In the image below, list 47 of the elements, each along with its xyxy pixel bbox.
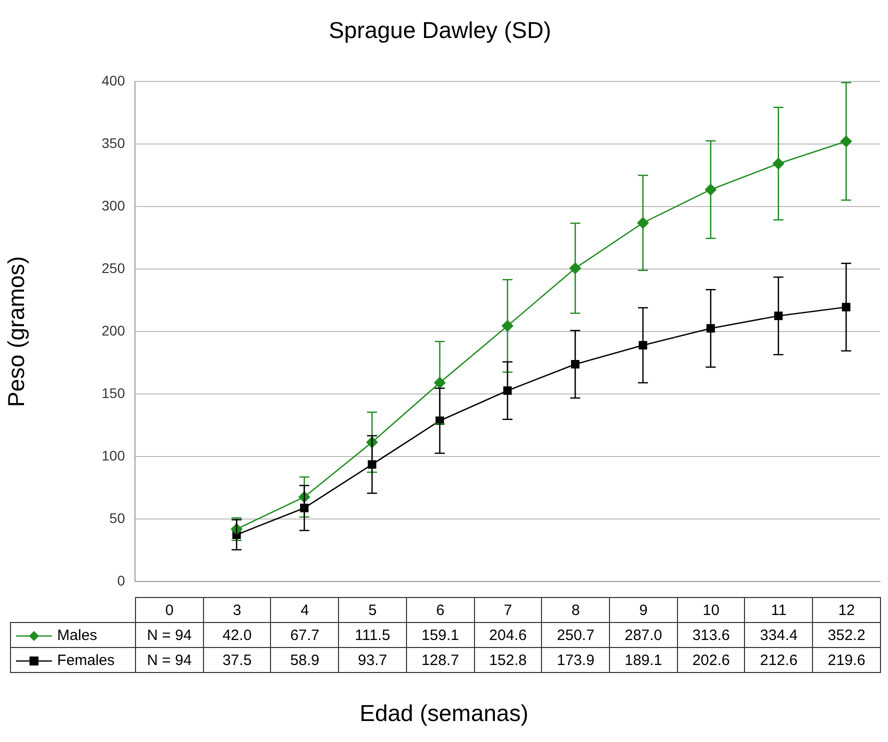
data-label: 159.1 [406, 622, 474, 648]
data-label: 287.0 [610, 622, 678, 648]
x-tick-label: 9 [610, 598, 678, 622]
y-axis-title: Peso (gramos) [3, 256, 30, 408]
x-axis-title: Edad (semanas) [358, 700, 530, 727]
data-label: 42.0 [203, 622, 271, 648]
x-tick-label: 8 [542, 598, 610, 622]
data-label: 152.8 [474, 648, 542, 672]
data-label: 250.7 [542, 622, 610, 648]
y-tick-label: 100 [102, 447, 126, 464]
data-label: 189.1 [610, 648, 678, 672]
data-label: 202.6 [677, 648, 745, 672]
text: N = 94 [147, 626, 192, 644]
data-label: 212.6 [744, 648, 813, 672]
text: N = 94 [147, 652, 192, 668]
y-tick-label: 200 [102, 322, 126, 338]
data-label: 58.9 [270, 648, 339, 672]
data-label: 204.6 [474, 622, 542, 648]
x-tick-label: 12 [812, 598, 880, 622]
x-tick-label: 10 [677, 598, 745, 622]
x-tick-label: 11 [744, 598, 813, 622]
data-label: 93.7 [338, 648, 406, 672]
y-tick-label: 0 [117, 572, 126, 588]
data-label: 37.5 [203, 648, 271, 672]
x-tick-label: 5 [338, 598, 406, 622]
data-label: 219.6 [812, 648, 880, 672]
x-tick-label: 4 [270, 598, 339, 622]
data-label: 352.2 [812, 622, 880, 648]
y-tick-label: 150 [102, 384, 126, 401]
x-tick-label: 6 [406, 598, 474, 622]
data-label: 334.4 [744, 622, 813, 648]
chart-title: Sprague Dawley (SD) [328, 17, 552, 44]
x-tick-label: 7 [474, 598, 542, 622]
x-tick-label: 3 [203, 598, 271, 622]
data-label: 128.7 [406, 648, 474, 672]
data-label: 313.6 [677, 622, 745, 648]
y-tick-label: 350 [102, 134, 126, 151]
y-tick-label: 50 [109, 510, 126, 526]
x-tick-label: 0 [136, 598, 204, 622]
data-label: 173.9 [542, 648, 610, 672]
legend-label: Males [56, 626, 98, 644]
data-label: 67.7 [270, 622, 339, 648]
legend-label: Females [56, 652, 115, 668]
data-label: 111.5 [338, 622, 406, 648]
y-tick-label: 400 [102, 72, 126, 88]
y-tick-label: 250 [102, 260, 126, 276]
y-tick-label: 300 [102, 197, 126, 214]
